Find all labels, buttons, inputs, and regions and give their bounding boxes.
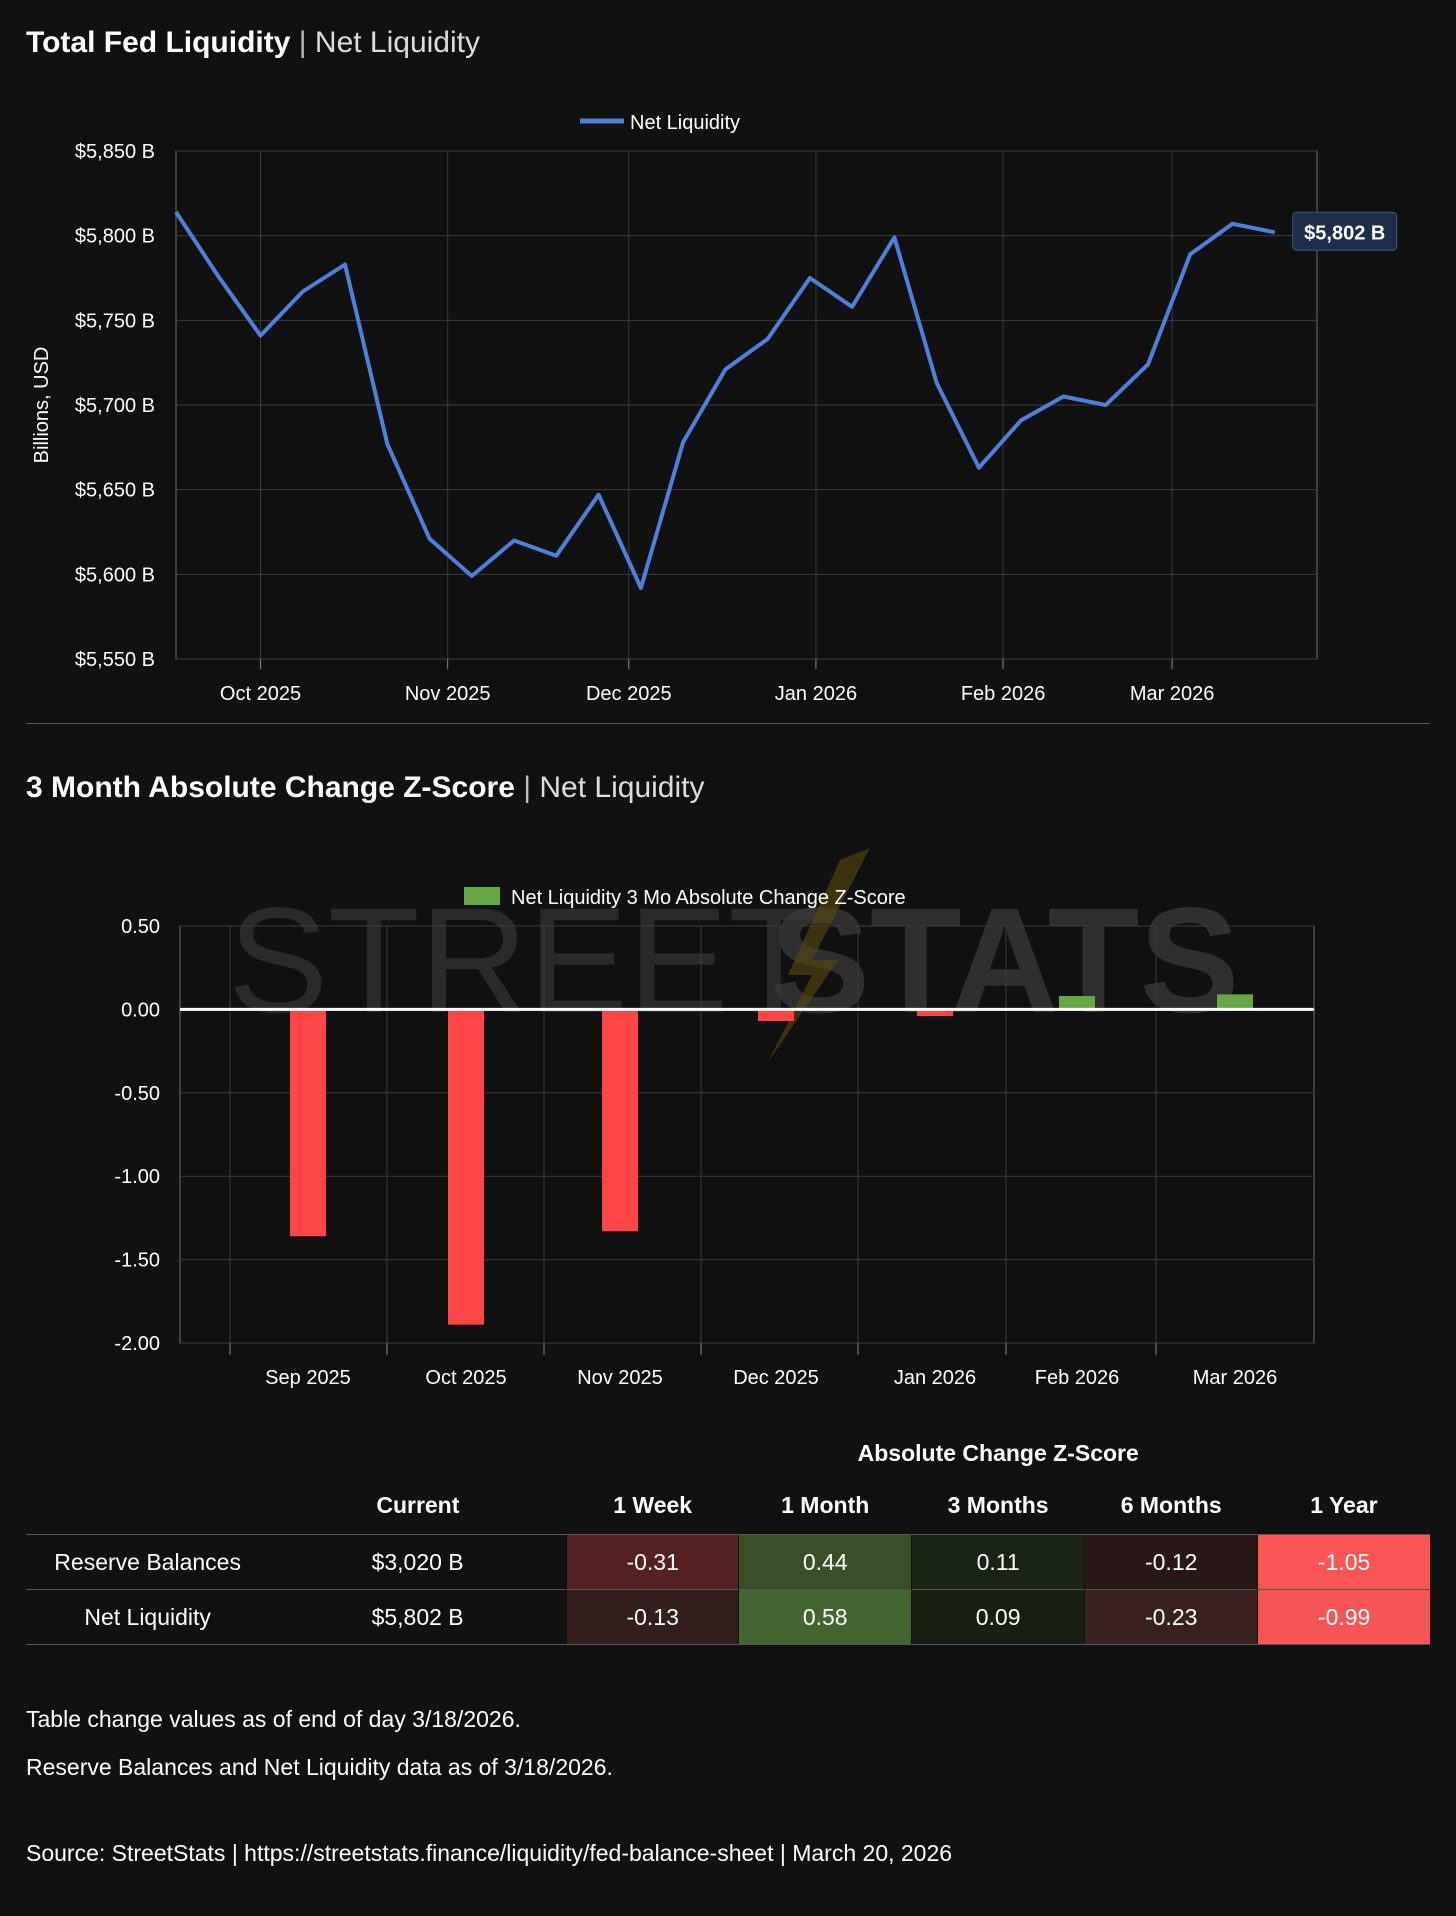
z-score-bar (1217, 994, 1253, 1010)
y-tick-label: 0.50 (121, 916, 160, 938)
column-header: Current (376, 1491, 460, 1518)
x-tick-label: Dec 2025 (586, 683, 672, 705)
note-data-date: Reserve Balances and Net Liquidity data … (26, 1754, 613, 1780)
table-row: Reserve Balances $3,020 B -0.31 0.44 0.11 -0.… (26, 1534, 1430, 1590)
z-score-table: Absolute Change Z-Score Current 1 Week 1 M… (26, 1430, 1430, 1645)
z-score-bar (290, 1009, 326, 1237)
z-score-cell: -0.13 (565, 1589, 739, 1645)
z-score-cell: 0.58 (738, 1589, 912, 1645)
legend-label-z-score: Net Liquidity 3 Mo Absolute Change Z-Sco… (511, 887, 906, 909)
table-group-header: Absolute Change Z-Score (857, 1439, 1139, 1466)
y-tick-label: $5,800 B (75, 226, 155, 248)
y-tick-label: -2.00 (114, 1333, 160, 1355)
x-tick-label: Jan 2026 (894, 1367, 976, 1389)
legend-swatch-z-score (464, 887, 500, 905)
column-header: 1 Year (1310, 1491, 1378, 1518)
current-value: $3,020 B (269, 1534, 567, 1590)
line-chart-subtitle: Net Liquidity (314, 26, 480, 59)
y-tick-label: $5,550 B (75, 649, 155, 671)
source-line: Source: StreetStats | https://streetstat… (26, 1840, 953, 1866)
x-tick-label: Sep 2025 (265, 1367, 351, 1389)
x-tick-label: Mar 2026 (1130, 683, 1215, 705)
column-header: 3 Months (947, 1491, 1049, 1518)
z-score-bar (758, 1009, 794, 1022)
x-tick-label: Feb 2026 (961, 683, 1046, 705)
x-tick-label: Oct 2025 (220, 683, 301, 705)
line-chart-header: Total Fed Liquidity | Net Liquidity (26, 26, 480, 60)
bar-chart-subtitle: Net Liquidity (539, 771, 705, 804)
current-value: $5,802 B (269, 1589, 567, 1645)
column-header: 1 Week (613, 1491, 693, 1518)
y-tick-label: -1.50 (114, 1250, 160, 1272)
z-score-cell: 0.11 (911, 1534, 1085, 1590)
z-score-bar-chart: STREET STATS -2.00 -1.50 -1.00 -0.50 0.00 0.5… (114, 848, 1315, 1389)
bar-chart-title: 3 Month Absolute Change Z-Score (26, 771, 515, 804)
column-header: 1 Month (781, 1491, 870, 1518)
y-axis-label: Billions, USD (31, 347, 53, 464)
line-chart-title: Total Fed Liquidity (26, 26, 291, 59)
svg-text:STATS: STATS (770, 876, 1239, 1044)
net-liquidity-line-chart: $5,550 B $5,600 B $5,650 B $5,700 B $5,750 B… (31, 112, 1398, 705)
y-tick-label: $5,850 B (75, 141, 155, 163)
net-liquidity-series-line (174, 210, 1276, 590)
header-separator: | (523, 771, 532, 804)
z-score-cell: -0.99 (1257, 1589, 1430, 1645)
table-row: Net Liquidity $5,802 B -0.13 0.58 0.09 -0.23-… (26, 1589, 1430, 1645)
z-score-cell: -1.05 (1257, 1534, 1430, 1590)
y-tick-label: $5,650 B (75, 480, 155, 502)
row-label: Net Liquidity (26, 1589, 270, 1645)
z-score-bar (602, 1009, 638, 1232)
y-tick-label: -0.50 (114, 1083, 160, 1105)
z-score-cell: -0.31 (565, 1534, 739, 1590)
header-separator: | (298, 26, 307, 59)
last-value-label: $5,802 B (1292, 211, 1398, 251)
note-table-date: Table change values as of end of day 3/1… (26, 1706, 521, 1732)
y-tick-label: $5,750 B (75, 310, 155, 332)
x-tick-label: Jan 2026 (775, 683, 857, 705)
z-score-bar (448, 1009, 484, 1325)
x-tick-label: Nov 2025 (405, 683, 491, 705)
z-score-cell: 0.44 (738, 1534, 912, 1590)
svg-text:STREET: STREET (228, 876, 820, 1044)
x-tick-label: Nov 2025 (577, 1367, 663, 1389)
section-divider (26, 723, 1430, 724)
column-header (26, 1476, 269, 1535)
z-score-bar (917, 1009, 953, 1017)
z-score-cell: -0.12 (1084, 1534, 1258, 1590)
streetstats-watermark: STREET STATS (228, 848, 1239, 1062)
y-tick-label: 0.00 (121, 999, 160, 1021)
bar-chart-header: 3 Month Absolute Change Z-Score | Net Li… (26, 771, 704, 805)
y-tick-label: -1.00 (114, 1166, 160, 1188)
column-header: 6 Months (1120, 1491, 1222, 1518)
y-tick-label: $5,600 B (75, 564, 155, 586)
x-tick-label: Oct 2025 (425, 1367, 506, 1389)
y-tick-label: $5,700 B (75, 395, 155, 417)
z-score-cell: 0.09 (911, 1589, 1085, 1645)
x-tick-label: Mar 2026 (1193, 1367, 1278, 1389)
row-label: Reserve Balances (26, 1534, 270, 1590)
svg-text:$5,802 B: $5,802 B (1304, 222, 1385, 244)
z-score-bar (1059, 996, 1095, 1010)
z-score-cell: -0.23 (1084, 1589, 1258, 1645)
x-tick-label: Feb 2026 (1035, 1367, 1120, 1389)
legend-label-net-liquidity: Net Liquidity (630, 112, 740, 134)
x-tick-label: Dec 2025 (733, 1367, 819, 1389)
